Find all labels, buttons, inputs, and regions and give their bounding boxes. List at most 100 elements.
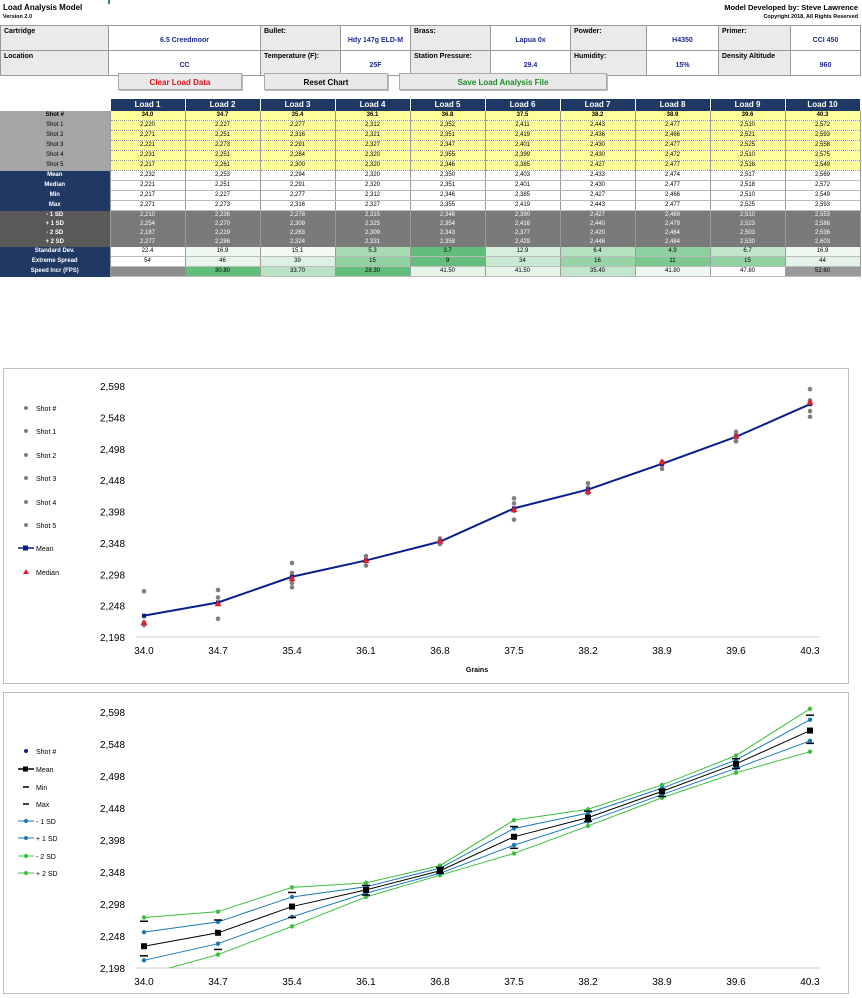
value-cell[interactable]: 2,419 <box>485 130 561 141</box>
value-cell[interactable]: 2,271 <box>110 130 186 141</box>
brass-label: Brass: <box>410 25 491 51</box>
value-cell[interactable]: 2,411 <box>485 120 561 131</box>
temperature-field[interactable]: 25F <box>340 50 411 76</box>
y-tick-label: 2,498 <box>100 772 125 783</box>
value-cell[interactable]: 2,217 <box>110 160 186 171</box>
value-cell[interactable]: 2,261 <box>185 160 261 171</box>
value-cell[interactable]: 2,385 <box>485 160 561 171</box>
legend-label: Mean <box>36 546 54 553</box>
value-cell[interactable]: 2,312 <box>335 120 411 131</box>
window-accent <box>108 0 110 4</box>
value-cell[interactable]: 2,355 <box>410 150 486 161</box>
value-cell[interactable]: 2,251 <box>185 150 261 161</box>
value-cell[interactable]: 2,510 <box>710 120 786 131</box>
value-cell[interactable]: 2,300 <box>260 160 336 171</box>
value-cell[interactable]: 2,430 <box>560 140 636 151</box>
value-cell[interactable]: 2,399 <box>485 150 561 161</box>
powder-field[interactable]: H4350 <box>646 25 719 51</box>
load-column-header: Load 6 <box>485 99 561 111</box>
x-tick-label: 38.9 <box>652 646 672 657</box>
value-cell: 2,416 <box>485 220 561 229</box>
charge-weight-cell[interactable]: 39.6 <box>710 111 786 121</box>
value-cell[interactable]: 2,549 <box>785 160 861 171</box>
value-cell[interactable]: 2,273 <box>185 140 261 151</box>
charge-weight-cell[interactable]: 36.8 <box>410 111 486 121</box>
density-altitude-field[interactable]: 960 <box>790 50 861 76</box>
value-cell[interactable]: 2,466 <box>635 130 711 141</box>
x-tick-label: 34.7 <box>208 977 228 988</box>
value-cell[interactable]: 2,521 <box>710 130 786 141</box>
value-cell[interactable]: 2,510 <box>710 150 786 161</box>
value-cell[interactable]: 2,558 <box>785 140 861 151</box>
value-cell[interactable]: 2,231 <box>110 150 186 161</box>
location-field[interactable]: CC <box>108 50 261 76</box>
value-cell[interactable]: 2,227 <box>185 120 261 131</box>
value-cell[interactable]: 2,352 <box>410 120 486 131</box>
shot-point <box>289 560 295 566</box>
charge-weight-cell[interactable]: 35.4 <box>260 111 336 121</box>
y-tick-label: 2,348 <box>100 539 125 550</box>
value-cell[interactable]: 2,472 <box>635 150 711 161</box>
y-tick-label: 2,548 <box>100 740 125 751</box>
charge-weight-cell[interactable]: 37.5 <box>485 111 561 121</box>
value-cell[interactable]: 2,277 <box>260 120 336 131</box>
value-cell[interactable]: 2,401 <box>485 140 561 151</box>
value-cell[interactable]: 2,251 <box>185 130 261 141</box>
value-cell[interactable]: 2,284 <box>260 150 336 161</box>
minus-2sd-point <box>733 770 739 775</box>
value-cell: 2,429 <box>485 238 561 247</box>
value-cell: 2,390 <box>485 210 561 220</box>
x-tick-label: 36.1 <box>356 977 376 988</box>
value-cell[interactable]: 2,443 <box>560 120 636 131</box>
value-cell[interactable]: 2,320 <box>335 150 411 161</box>
primer-field[interactable]: CCI 450 <box>790 25 861 51</box>
value-cell[interactable]: 2,347 <box>410 140 486 151</box>
value-cell[interactable]: 2,430 <box>560 150 636 161</box>
value-cell[interactable]: 2,316 <box>260 130 336 141</box>
minus-2sd-point <box>215 952 221 957</box>
value-cell: 2,474 <box>635 170 711 181</box>
value-cell[interactable]: 2,518 <box>710 160 786 171</box>
value-cell: 2,286 <box>185 238 261 247</box>
plus-2sd-point <box>807 706 813 711</box>
value-cell[interactable]: 2,221 <box>110 140 186 151</box>
shot-point <box>807 408 813 414</box>
value-cell[interactable]: 2,427 <box>560 160 636 171</box>
value-cell[interactable]: 2,346 <box>410 160 486 171</box>
charge-weight-cell[interactable]: 36.1 <box>335 111 411 121</box>
value-cell[interactable]: 2,593 <box>785 130 861 141</box>
value-cell[interactable]: 2,321 <box>335 130 411 141</box>
charge-weight-cell[interactable]: 38.9 <box>635 111 711 121</box>
brass-field[interactable]: Lapua 0x <box>490 25 571 51</box>
value-cell[interactable]: 2,477 <box>635 120 711 131</box>
reset-chart-button[interactable]: Reset Chart <box>264 73 388 90</box>
value-cell[interactable]: 2,351 <box>410 130 486 141</box>
value-cell[interactable]: 2,477 <box>635 160 711 171</box>
charge-weight-cell[interactable]: 34.7 <box>185 111 261 121</box>
value-cell[interactable]: 2,572 <box>785 120 861 131</box>
value-cell: 2,354 <box>410 220 486 229</box>
value-cell[interactable]: 2,436 <box>560 130 636 141</box>
value-cell[interactable]: 2,525 <box>710 140 786 151</box>
load-column-header: Load 2 <box>185 99 261 111</box>
cartridge-field[interactable]: 6.5 Creedmoor <box>108 25 261 51</box>
humidity-field[interactable]: 15% <box>646 50 719 76</box>
value-cell[interactable]: 2,220 <box>110 120 186 131</box>
bullet-field[interactable]: Hdy 147g ELD-M <box>340 25 411 51</box>
save-load-analysis-file-button[interactable]: Save Load Analysis File <box>399 73 607 90</box>
value-cell[interactable]: 2,575 <box>785 150 861 161</box>
sd-range-row: + 2 SD 2,277 2,286 2,324 2,331 2,358 2,429 2,44… <box>0 238 861 247</box>
value-cell[interactable]: 2,320 <box>335 160 411 171</box>
x-tick-label: 34.0 <box>134 646 154 657</box>
load-column-header: Load 8 <box>635 99 711 111</box>
value-cell[interactable]: 2,291 <box>260 140 336 151</box>
shot-point <box>733 438 739 444</box>
station-pressure-field[interactable]: 29.4 <box>490 50 571 76</box>
charge-weight-cell[interactable]: 40.3 <box>785 111 861 121</box>
clear-load-data-button[interactable]: Clear Load Data <box>118 73 242 90</box>
value-cell[interactable]: 2,477 <box>635 140 711 151</box>
charge-weight-cell[interactable]: 34.0 <box>110 111 186 121</box>
value-cell: 2,346 <box>410 210 486 220</box>
charge-weight-cell[interactable]: 38.2 <box>560 111 636 121</box>
value-cell[interactable]: 2,327 <box>335 140 411 151</box>
